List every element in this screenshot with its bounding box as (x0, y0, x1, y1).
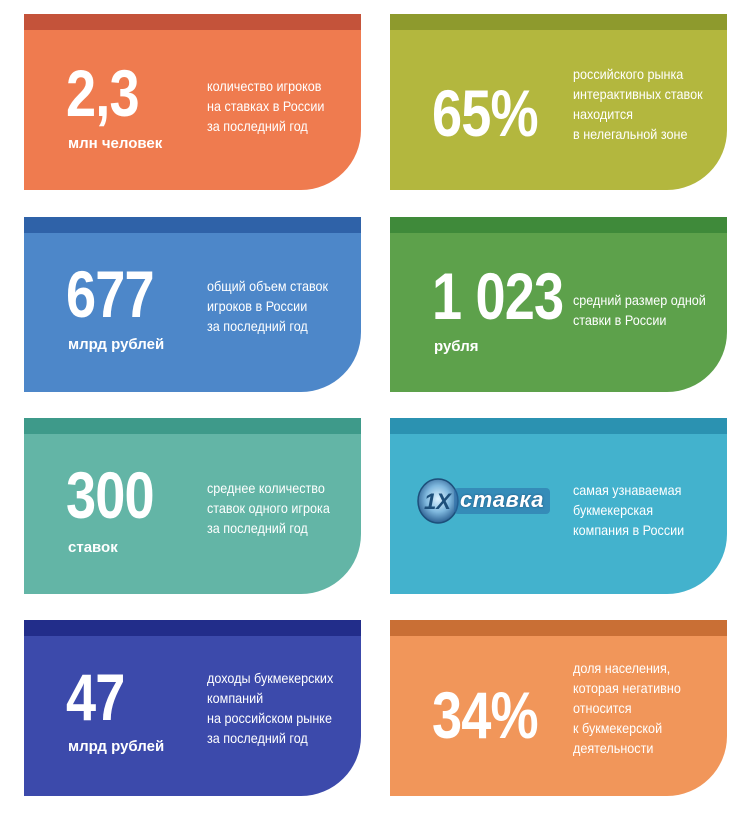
stat-card-illegal-share: 65% российского рынка интерактивных став… (390, 14, 727, 190)
stat-unit: млрд рублей (68, 738, 165, 755)
stat-description: среднее количество ставок одного игрока … (207, 480, 330, 536)
stat-description: средний размер одной ставки в России (573, 292, 706, 328)
card-top-strip (24, 418, 361, 434)
stat-description: количество игроков на ставках в России з… (207, 78, 325, 134)
stat-description: доля населения, которая негативно относи… (573, 660, 681, 756)
card-top-strip (390, 217, 727, 233)
card-top-strip (24, 14, 361, 30)
stat-value: 47 (66, 660, 125, 734)
svg-text:1X: 1X (424, 489, 452, 514)
card-top-strip (24, 217, 361, 233)
stat-unit: ставок (68, 539, 118, 556)
stat-unit: млрд рублей (68, 336, 165, 353)
stat-description: российского рынка интерактивных ставок н… (573, 66, 703, 142)
logo-wordmark: ставка (460, 487, 544, 512)
stat-description: доходы букмекерских компаний на российск… (207, 670, 334, 746)
card-top-strip (390, 418, 727, 434)
1x-stavka-logo: 1X ставка (416, 476, 554, 526)
stat-card-negative-attitude: 34% доля населения, которая негативно от… (390, 620, 727, 796)
stat-unit: рубля (434, 338, 479, 355)
card-top-strip (24, 620, 361, 636)
stat-card-top-bookmaker: 1X ставка самая узнаваемая букмекерская … (390, 418, 727, 594)
stat-card-total-bets: 677 млрд рублей общий объем ставок игрок… (24, 217, 361, 392)
stat-value: 2,3 (66, 56, 140, 130)
stat-card-bets-per-player: 300 ставок среднее количество ставок одн… (24, 418, 361, 594)
stat-card-average-bet: 1 023 рубля средний размер одной ставки … (390, 217, 727, 392)
stat-description: общий объем ставок игроков в России за п… (207, 278, 329, 334)
stat-description: самая узнаваемая букмекерская компания в… (573, 482, 685, 538)
card-top-strip (390, 620, 727, 636)
stat-value: 300 (66, 458, 155, 532)
stat-value: 65% (432, 76, 539, 150)
stat-value: 1 023 (432, 259, 564, 333)
stat-value: 677 (66, 257, 155, 331)
stat-card-bookmaker-revenue: 47 млрд рублей доходы букмекерских компа… (24, 620, 361, 796)
stat-card-players: 2,3 млн человек количество игроков на ст… (24, 14, 361, 190)
logo-emblem-icon: 1X (417, 478, 550, 524)
stat-value: 34% (432, 678, 539, 752)
card-top-strip (390, 14, 727, 30)
stat-unit: млн человек (68, 135, 163, 152)
